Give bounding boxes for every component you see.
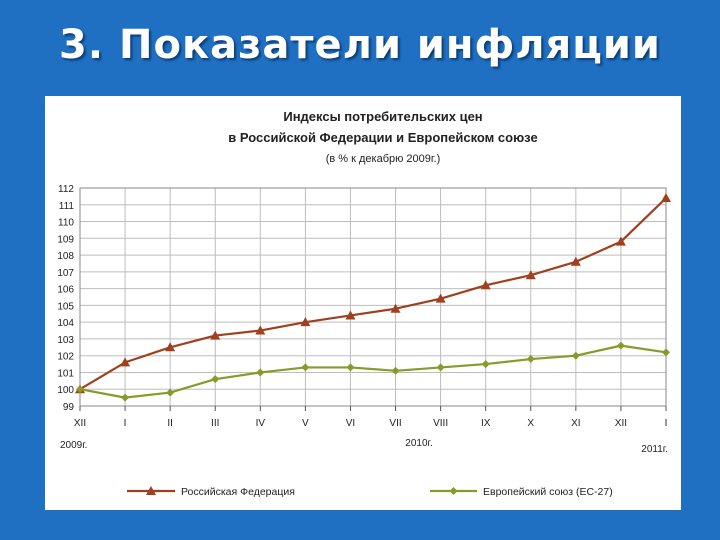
x-tick-label: IV <box>256 418 266 429</box>
y-tick-label: 106 <box>57 285 74 296</box>
y-axis: 99 100 101 102 103 104 105 106 107 108 109 110 111 11… <box>57 184 74 413</box>
x-tick-label: X <box>527 418 534 429</box>
data-point-marker <box>390 303 401 313</box>
data-point-marker <box>210 330 221 340</box>
plot-area-frame <box>79 187 667 407</box>
data-point-marker <box>345 310 356 320</box>
data-point-marker <box>300 317 311 327</box>
data-point-marker <box>346 363 355 372</box>
data-point-marker <box>481 360 490 369</box>
data-point-marker <box>76 385 84 394</box>
y-tick-label: 111 <box>59 201 75 212</box>
data-point-marker <box>571 351 580 360</box>
chart-title-line2: в Российской Федерации и Европейском сою… <box>228 130 537 145</box>
y-tick-label: 99 <box>63 402 75 413</box>
data-point-marker <box>662 348 670 357</box>
data-point-marker <box>256 368 265 377</box>
data-point-marker <box>121 393 130 402</box>
data-point-marker <box>255 325 266 335</box>
y-tick-label: 112 <box>58 184 74 195</box>
y-tick-label: 105 <box>57 301 74 312</box>
series-group <box>76 341 670 402</box>
legend-item: Российская Федерация <box>127 486 295 498</box>
x-tick-label: XI <box>571 418 580 429</box>
data-point-marker <box>301 363 310 372</box>
year-label: 2009г. <box>60 440 87 451</box>
data-point-marker <box>480 280 491 290</box>
y-tick-label: 110 <box>58 218 74 229</box>
y-tick-label: 107 <box>57 268 74 279</box>
data-point-marker <box>661 193 671 203</box>
data-point-marker <box>436 363 445 372</box>
y-tick-label: 108 <box>57 251 74 262</box>
y-tick-label: 101 <box>57 368 74 379</box>
data-point-marker <box>211 375 220 384</box>
y-tick-label: 102 <box>57 352 74 363</box>
x-tick-label: XII <box>615 418 627 429</box>
legend-label: Европейский союз (ЕС-27) <box>483 486 613 498</box>
data-point-marker <box>616 341 625 350</box>
data-point-marker <box>615 236 626 246</box>
data-point-marker <box>525 270 536 280</box>
x-tick-label: XII <box>74 418 86 429</box>
y-tick-label: 109 <box>57 234 74 245</box>
data-point-marker <box>165 342 176 352</box>
slide-title: 3. Показатели инфляции <box>59 22 661 68</box>
x-tick-label: I <box>124 418 127 429</box>
data-point-marker <box>435 293 446 303</box>
data-point-marker <box>570 256 581 266</box>
chart-subtitle: (в % к декабрю 2009г.) <box>326 153 441 165</box>
cpi-line-chart: Индексы потребительских цен в Российской… <box>57 109 671 498</box>
x-tick-label: V <box>302 418 309 429</box>
y-tick-label: 103 <box>57 335 74 346</box>
legend-item: Европейский союз (ЕС-27) <box>430 486 613 498</box>
series-group <box>75 193 671 394</box>
data-point-marker <box>166 388 175 397</box>
year-label: 2011г. <box>641 444 668 455</box>
x-tick-label: VIII <box>433 418 448 429</box>
chart-panel: Индексы потребительских цен в Российской… <box>45 96 681 510</box>
legend-label: Российская Федерация <box>181 486 295 498</box>
x-tick-label: II <box>167 418 173 429</box>
data-point-marker <box>146 486 156 495</box>
year-label: 2010г. <box>405 438 432 449</box>
x-tick-label: III <box>211 418 219 429</box>
legend: Российская Федерация Европейский союз (ЕС… <box>127 486 613 498</box>
series-line <box>79 197 667 391</box>
y-tick-label: 104 <box>57 318 74 329</box>
x-tick-label: VII <box>389 418 401 429</box>
data-point-marker <box>449 487 458 495</box>
x-tick-label: VI <box>346 418 355 429</box>
y-tick-label: 100 <box>57 385 74 396</box>
x-tick-label: IX <box>481 418 491 429</box>
series-layer <box>75 193 671 402</box>
x-tick-label: I <box>665 418 668 429</box>
chart-title: Индексы потребительских цен <box>283 109 482 124</box>
data-point-marker <box>391 366 400 375</box>
data-point-marker <box>120 357 131 367</box>
series-line <box>79 344 667 399</box>
grid-lines <box>79 187 667 407</box>
data-point-marker <box>526 355 535 364</box>
